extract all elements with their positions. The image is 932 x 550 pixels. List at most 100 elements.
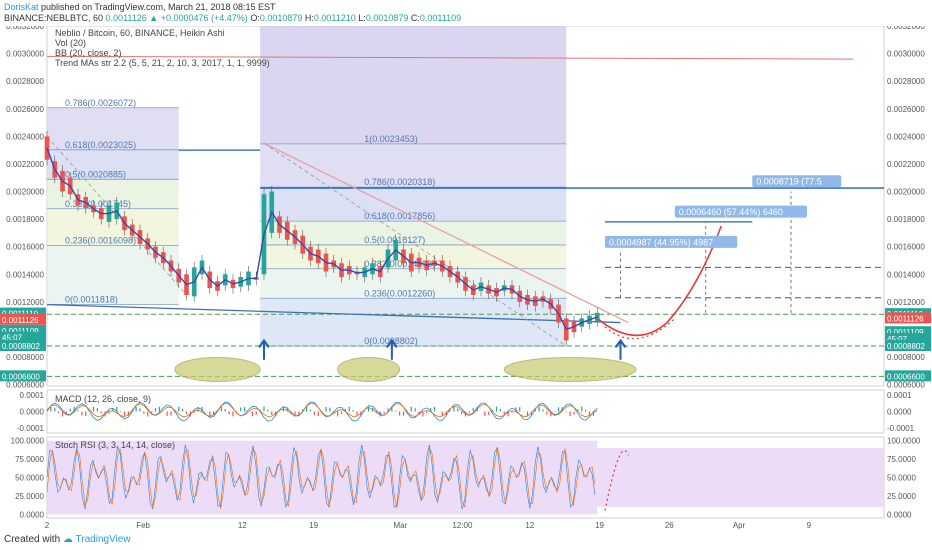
- publish-line: DorisKat published on TradingView.com, M…: [4, 2, 276, 12]
- x-tick-label: 19: [595, 521, 604, 530]
- price-tick-left: 0.0028000: [6, 77, 44, 86]
- legend-line-2: BB (20, close, 2): [55, 48, 122, 58]
- price-tick-left: 0.0026000: [6, 105, 44, 114]
- left-value-tag: [0, 313, 46, 325]
- price-tick-left: 0.0030000: [6, 50, 44, 59]
- right-value-label: 0.0008802: [887, 342, 925, 351]
- stoch-tick-right: 50.0000: [887, 474, 916, 483]
- x-tick-label: Apr: [733, 521, 746, 530]
- fib-left-zone: [47, 208, 179, 246]
- moving-average-line: [46, 147, 598, 331]
- open-value: 0.0010879: [259, 13, 303, 23]
- price-tick-right: 0.0014000: [887, 270, 925, 279]
- lower-trendline: [46, 303, 621, 324]
- open-label: O:: [250, 13, 260, 23]
- stoch-tick-right: 25.0000: [887, 492, 916, 501]
- x-tick-label: 12: [238, 521, 247, 530]
- price-tick-left: 0.0020000: [6, 188, 44, 197]
- price-chart[interactable]: 0.786(0.0026072) 0.618(0.0023025) 0.5(0.00…: [0, 26, 932, 532]
- x-tick-label: 12: [525, 521, 534, 530]
- ohlc-line: BINANCE:NEBLBTC, 60 0.0011126 ▲ +0.00004…: [4, 13, 461, 23]
- high-label: H:: [304, 13, 314, 23]
- measure-callout-box: [674, 205, 807, 218]
- price-tick-left: 0.0012000: [6, 298, 44, 307]
- stoch-d-line: [46, 447, 596, 509]
- left-value-tag: [0, 331, 46, 343]
- price-tick-right: 0.0008000: [887, 353, 925, 362]
- fib-right-zone: [260, 143, 567, 188]
- price-tick-left: 0.0032000: [6, 26, 44, 31]
- fib-right-level-label: 1(0.0023453): [364, 134, 418, 144]
- fib-right-level-label: 0.618(0.0017856): [364, 211, 435, 221]
- stoch-band: [47, 440, 598, 515]
- macd-signal-line: [46, 402, 598, 418]
- fib-left-zone: [47, 149, 179, 180]
- stoch-tick-left: 100.0000: [11, 437, 45, 446]
- macd-label: MACD (12, 26, close, 9): [55, 394, 151, 404]
- price-tick-right: 0.0022000: [887, 160, 925, 169]
- right-value-tag: [885, 333, 931, 345]
- measure-callout: 0.0008719 (77.5: [756, 177, 822, 187]
- left-value-label: 0.0008802: [2, 342, 40, 351]
- low-label: L:: [358, 13, 366, 23]
- high-value: 0.0011210: [313, 13, 356, 23]
- price-tick-right: 0.0028000: [887, 77, 925, 86]
- accumulation-ellipse-2: [503, 356, 637, 382]
- price-tick-left: 0.0008000: [6, 353, 44, 362]
- right-value-label: 0.0011126: [887, 314, 924, 323]
- projection-dotted: [604, 317, 676, 340]
- tradingview-brand[interactable]: TradingView: [75, 534, 131, 545]
- price-change: +0.0000476 (+4.47%): [160, 13, 248, 23]
- legend-line-0: Neblio / Bitcoin, 60, BINANCE, Heikin As…: [55, 28, 225, 38]
- price-tick-right: 0.0030000: [887, 50, 925, 59]
- fib-right-level-label: 0.236(0.0012260): [364, 288, 435, 298]
- projection-curve: [596, 225, 722, 337]
- legend-line-1: Vol (20): [55, 38, 86, 48]
- stoch-tick-left: 75.0000: [15, 455, 44, 464]
- footer: Created with ☁ TradingView: [4, 534, 131, 545]
- macd-tick-right: 0.0000: [887, 408, 912, 417]
- macd-tick-right: 0.0001: [887, 391, 912, 400]
- left-value-tag: [0, 324, 46, 336]
- fib-right-level-label: 0.786(0.0020318): [364, 177, 435, 187]
- price-tick-left: 0.0022000: [6, 160, 44, 169]
- price-tick-right: 0.0024000: [887, 132, 925, 141]
- created-with-label: Created with: [4, 534, 61, 545]
- left-value-label: 0.0006600: [2, 372, 40, 381]
- right-value-tag: [885, 326, 931, 338]
- stoch-label: Stoch RSI (3, 3, 14, 14, close): [55, 440, 175, 450]
- price-tick-right: 0.0016000: [887, 243, 925, 252]
- stoch-band-right: [597, 448, 884, 507]
- up-arrow-icon: ▲: [149, 13, 159, 23]
- right-value-label: 45:07: [887, 335, 908, 344]
- chart-header: DorisKat published on TradingView.com, M…: [0, 0, 932, 26]
- price-tick-right: 0.0006000: [887, 381, 925, 390]
- left-value-label: 45:07: [2, 334, 23, 343]
- fib-left-level-label: 0.5(0.0020885): [65, 169, 126, 179]
- tradingview-logo-icon: ☁: [62, 534, 73, 545]
- price-tick-left: 0.0024000: [6, 132, 44, 141]
- price-tick-left: 0.0016000: [6, 243, 44, 252]
- right-value-label: 0.0011109: [887, 328, 924, 337]
- x-tick-label: 19: [309, 521, 318, 530]
- close-label: C:: [410, 13, 420, 23]
- price-tick-right: 0.0018000: [887, 215, 925, 224]
- measure-callout: 0.0004987 (44.95%) 4987: [609, 237, 713, 247]
- fib-left-level-label: 0.618(0.0023025): [65, 140, 136, 150]
- stoch-tick-right: 100.0000: [887, 437, 921, 446]
- x-tick-label: 12:00: [452, 521, 473, 530]
- price-tick-left: 0.0014000: [6, 270, 44, 279]
- author-link[interactable]: DorisKat: [4, 2, 39, 12]
- right-value-tag: [885, 370, 931, 382]
- low-value: 0.0010879: [365, 13, 409, 23]
- fib-right-top-zone: [260, 26, 567, 144]
- fib-left-zone: [47, 107, 179, 150]
- resistance-line: [46, 55, 854, 60]
- left-value-tag: [0, 370, 46, 382]
- stoch-tick-left: 50.0000: [15, 474, 44, 483]
- fib-right-zone: [260, 187, 567, 222]
- legend-line-3: Trend MAs str 2.2 (5, 5, 21, 2, 10, 3, 2…: [55, 58, 270, 68]
- macd-tick-left: 0.0000: [20, 408, 45, 417]
- fib-right-zone: [260, 298, 567, 346]
- diag-dashed-2: [263, 142, 567, 347]
